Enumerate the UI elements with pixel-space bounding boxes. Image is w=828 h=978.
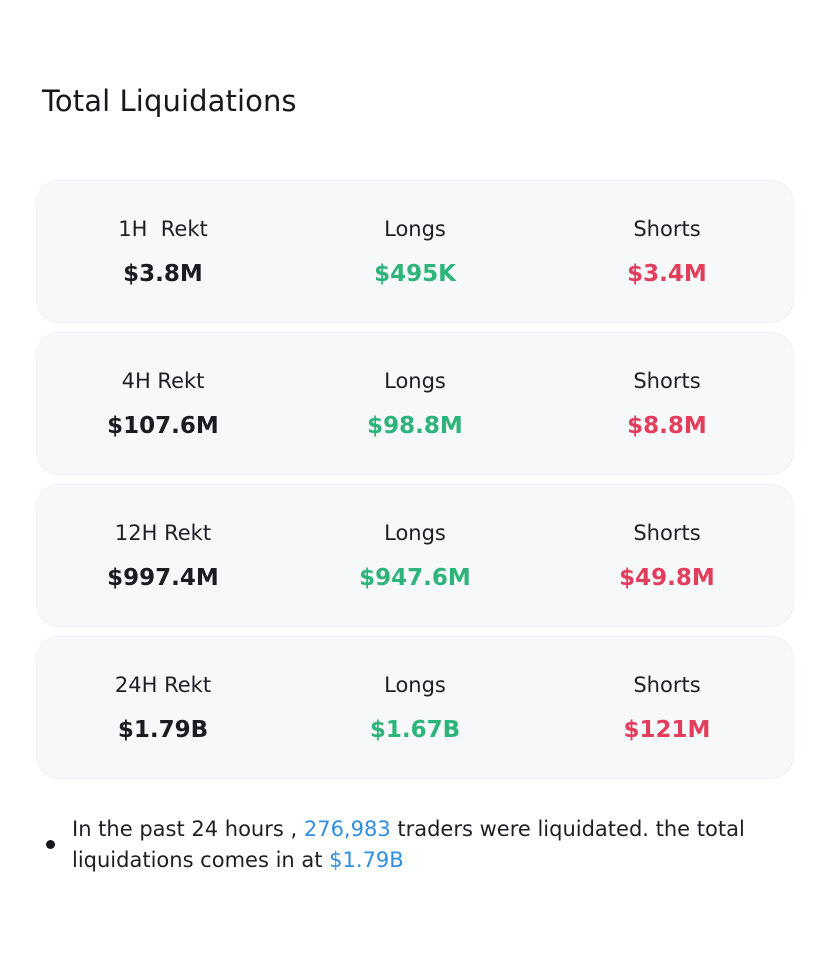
liquidation-cards: 1H Rekt $3.8M Longs $495K Shorts $3.4M 4…	[37, 181, 793, 789]
rekt-label: 1H Rekt	[118, 217, 208, 241]
longs-column: Longs $98.8M	[289, 333, 541, 474]
rekt-column: 1H Rekt $3.8M	[37, 181, 289, 322]
page-title: Total Liquidations	[42, 84, 297, 118]
longs-value: $947.6M	[359, 565, 471, 591]
shorts-value: $121M	[623, 717, 711, 743]
shorts-column: Shorts $3.4M	[541, 181, 793, 322]
summary-text: In the past 24 hours , 276,983 traders w…	[72, 814, 786, 876]
longs-column: Longs $947.6M	[289, 485, 541, 626]
liquidation-card-4h: 4H Rekt $107.6M Longs $98.8M Shorts $8.8…	[37, 333, 793, 474]
longs-column: Longs $495K	[289, 181, 541, 322]
bullet-icon	[46, 840, 55, 849]
rekt-value: $997.4M	[107, 565, 219, 591]
shorts-value: $49.8M	[619, 565, 715, 591]
shorts-column: Shorts $121M	[541, 637, 793, 778]
longs-column: Longs $1.67B	[289, 637, 541, 778]
longs-label: Longs	[384, 673, 446, 697]
shorts-column: Shorts $8.8M	[541, 333, 793, 474]
total-amount: $1.79B	[329, 848, 404, 872]
rekt-label: 4H Rekt	[121, 369, 205, 393]
longs-label: Longs	[384, 521, 446, 545]
shorts-label: Shorts	[633, 521, 701, 545]
longs-value: $1.67B	[369, 717, 461, 743]
traders-count: 276,983	[303, 817, 391, 841]
summary-prefix: In the past 24 hours ,	[72, 817, 304, 841]
longs-label: Longs	[384, 369, 446, 393]
shorts-label: Shorts	[633, 369, 701, 393]
rekt-column: 12H Rekt $997.4M	[37, 485, 289, 626]
shorts-value: $8.8M	[627, 413, 707, 439]
summary-middle: traders were liquidated. the total liqui…	[72, 817, 745, 872]
shorts-label: Shorts	[633, 217, 701, 241]
rekt-label: 24H Rekt	[114, 673, 212, 697]
longs-label: Longs	[384, 217, 446, 241]
shorts-column: Shorts $49.8M	[541, 485, 793, 626]
liquidation-card-12h: 12H Rekt $997.4M Longs $947.6M Shorts $4…	[37, 485, 793, 626]
rekt-column: 24H Rekt $1.79B	[37, 637, 289, 778]
longs-value: $98.8M	[367, 413, 463, 439]
shorts-value: $3.4M	[627, 261, 707, 287]
shorts-label: Shorts	[633, 673, 701, 697]
liquidation-card-24h: 24H Rekt $1.79B Longs $1.67B Shorts $121…	[37, 637, 793, 778]
longs-value: $495K	[374, 261, 456, 287]
rekt-label: 12H Rekt	[114, 521, 212, 545]
rekt-value: $1.79B	[117, 717, 209, 743]
rekt-column: 4H Rekt $107.6M	[37, 333, 289, 474]
liquidation-card-1h: 1H Rekt $3.8M Longs $495K Shorts $3.4M	[37, 181, 793, 322]
rekt-value: $3.8M	[123, 261, 203, 287]
rekt-value: $107.6M	[107, 413, 219, 439]
